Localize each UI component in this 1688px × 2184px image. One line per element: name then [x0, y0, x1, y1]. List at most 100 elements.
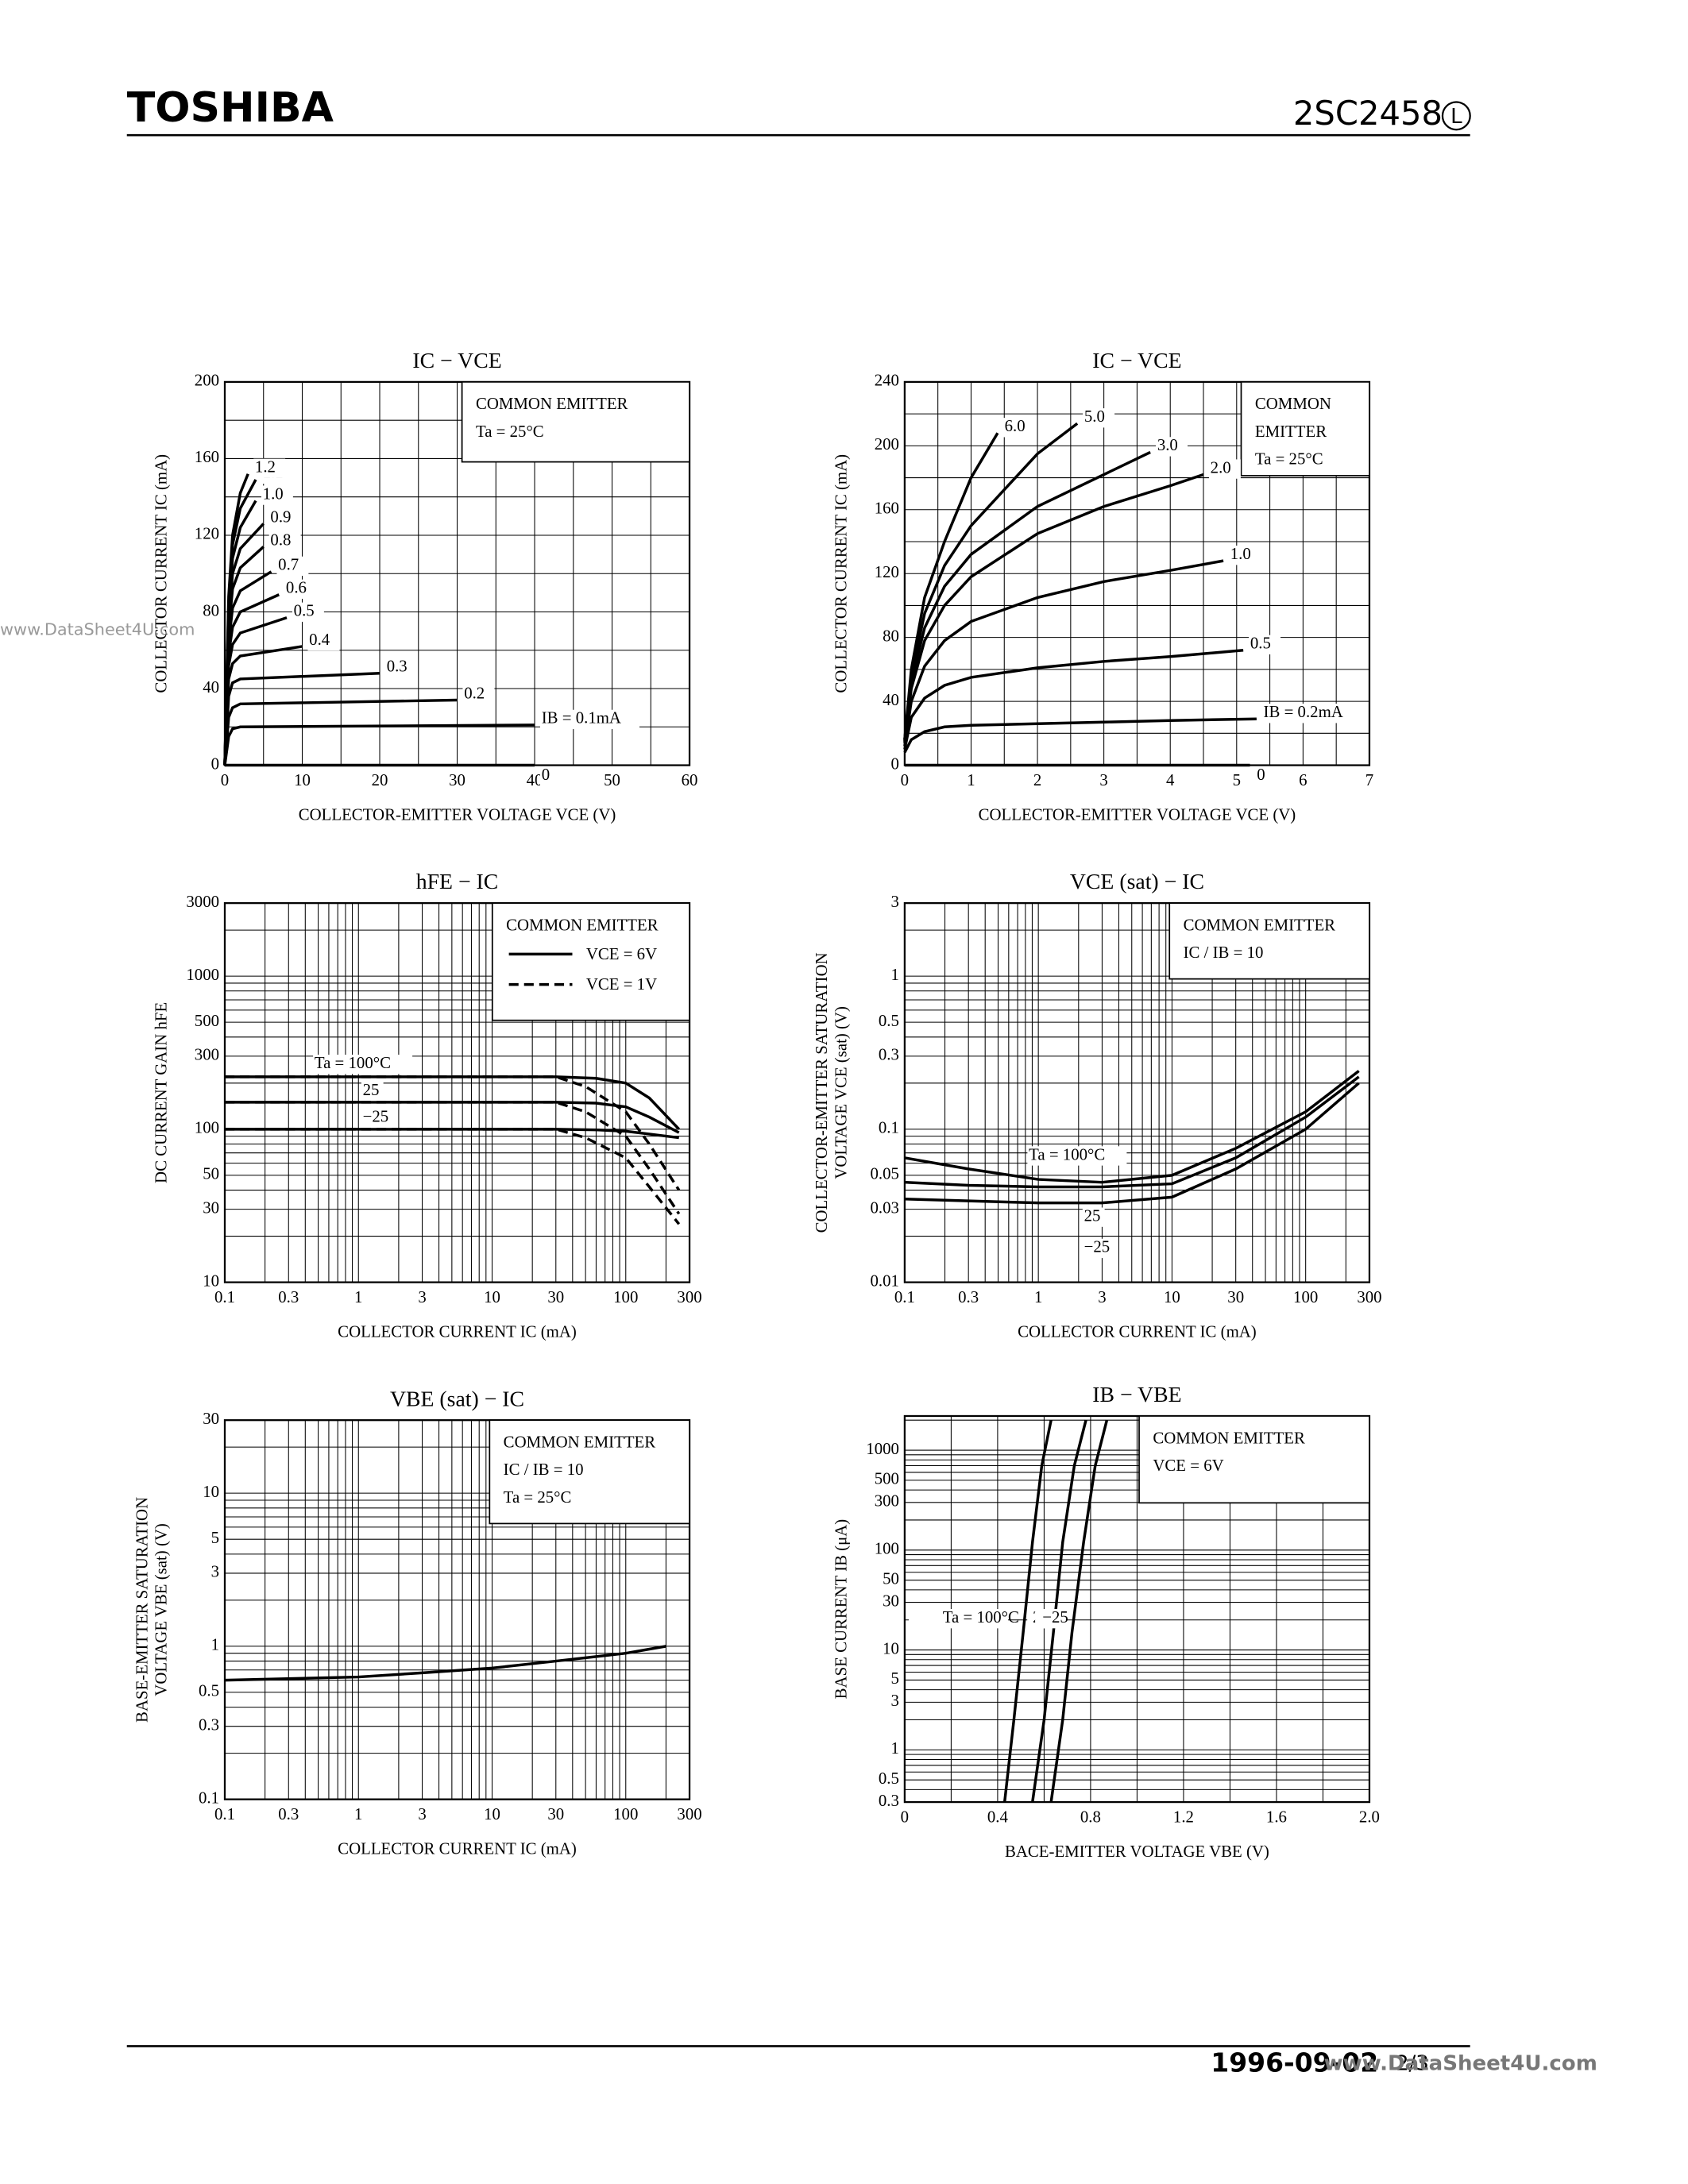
x-tick-label: 30	[1227, 1287, 1244, 1306]
y-axis-label: VOLTAGE VBE (sat) (V)	[152, 1523, 171, 1696]
curve-label: 1.0	[263, 484, 284, 503]
x-tick-label: 0.4	[987, 1808, 1009, 1827]
legend-box	[491, 902, 690, 1021]
part-number: 2SC2458	[1293, 94, 1443, 133]
y-tick-label: 10	[203, 1271, 219, 1290]
y-tick-label: 30	[203, 1198, 219, 1217]
curve-label: 0	[1257, 765, 1265, 784]
x-tick-label: 0	[901, 1808, 909, 1827]
x-tick-label: 1	[354, 1804, 362, 1823]
curve	[223, 593, 280, 766]
chart-title: IC − VCE	[1092, 349, 1181, 373]
y-tick-label: 500	[195, 1011, 219, 1030]
legend-text: VCE = 6V	[1153, 1456, 1223, 1475]
curve	[903, 559, 1224, 747]
y-tick-label: 1	[891, 965, 899, 984]
legend-text: IC / IB = 10	[1184, 943, 1264, 962]
curve-label: 0.5	[294, 601, 315, 620]
curve-label: 6.0	[1005, 416, 1026, 435]
legend-label: VCE = 6V	[586, 944, 657, 963]
x-axis-label: COLLECTOR CURRENT IC (mA)	[1018, 1322, 1257, 1341]
x-tick-label: 0.1	[214, 1287, 235, 1306]
x-tick-label: 2	[1033, 770, 1041, 789]
legend-text: Ta = 25°C	[1255, 450, 1323, 469]
y-tick-label: 0.5	[199, 1681, 219, 1700]
y-tick-label: 500	[875, 1469, 899, 1488]
label-backdrop	[1083, 408, 1115, 428]
curve-label: Ta = 100°C	[315, 1053, 391, 1072]
x-tick-label: 0.8	[1080, 1808, 1101, 1827]
curve	[904, 1082, 1360, 1205]
plot-frame	[223, 1419, 691, 1800]
curve	[223, 616, 288, 766]
y-tick-label: 1	[211, 1635, 219, 1654]
curve	[224, 1645, 666, 1682]
curve-label: 3.0	[1157, 435, 1178, 454]
plot-frame	[223, 902, 691, 1283]
curve-label: 1.0	[1230, 544, 1251, 563]
y-tick-label: 3	[891, 1691, 899, 1710]
x-tick-label: 0.1	[214, 1804, 235, 1823]
label-backdrop	[1255, 766, 1269, 786]
label-backdrop	[261, 485, 293, 505]
label-backdrop	[268, 531, 301, 551]
y-tick-label: 0.5	[879, 1769, 899, 1788]
curve-label: 0.2	[464, 683, 485, 702]
plot-frame	[903, 1414, 1371, 1804]
y-tick-label: 50	[883, 1569, 899, 1588]
curve-label: Ta = 100°C	[1029, 1144, 1105, 1163]
legend-text: Ta = 25°C	[476, 422, 544, 441]
curve	[903, 450, 1151, 742]
x-tick-label: 100	[613, 1287, 638, 1306]
y-tick-label: 0	[211, 754, 219, 773]
y-axis-label: BASE-EMITTER SATURATION	[132, 1497, 151, 1723]
curve-label: 0.7	[278, 555, 299, 574]
y-axis-label: COLLECTOR CURRENT IC (mA)	[832, 454, 851, 693]
y-tick-label: 200	[195, 371, 219, 390]
brand: TOSHIBA	[127, 84, 334, 132]
label-backdrop	[1082, 1238, 1114, 1259]
x-tick-label: 3	[418, 1287, 426, 1306]
x-tick-label: 300	[1357, 1287, 1381, 1306]
y-tick-label: 3	[891, 892, 899, 911]
chart-title: IB − VBE	[1092, 1383, 1181, 1407]
legend-box	[1168, 902, 1370, 980]
part-suffix: L	[1450, 105, 1462, 129]
label-backdrop	[268, 508, 301, 528]
x-tick-label: 100	[1293, 1287, 1318, 1306]
x-tick-label: 100	[613, 1804, 638, 1823]
y-tick-label: 3	[211, 1562, 219, 1581]
y-tick-label: 0.3	[879, 1791, 899, 1810]
legend-box	[461, 381, 690, 463]
curve	[903, 432, 999, 740]
x-axis-label: COLLECTOR CURRENT IC (mA)	[338, 1322, 577, 1341]
label-backdrop	[539, 766, 553, 786]
legend-box	[1138, 1415, 1370, 1504]
label-backdrop	[1027, 1146, 1127, 1166]
x-tick-label: 2.0	[1359, 1808, 1380, 1827]
legend-text: COMMON EMITTER	[504, 1432, 656, 1451]
legend-text: Ta = 25°C	[504, 1488, 572, 1507]
y-tick-label: 1000	[866, 1439, 899, 1458]
x-tick-label: 3	[418, 1804, 426, 1823]
y-axis-label: VOLTAGE VCE (sat) (V)	[832, 1006, 851, 1179]
chart-title: VCE (sat) − IC	[1070, 870, 1204, 894]
y-tick-label: 0.1	[199, 1788, 219, 1807]
y-tick-label: 5	[211, 1528, 219, 1547]
y-axis-label: DC CURRENT GAIN hFE	[152, 1002, 171, 1183]
legend-box	[489, 1419, 690, 1525]
y-tick-label: 0.1	[879, 1118, 899, 1137]
legend-text: COMMON EMITTER	[1184, 915, 1336, 934]
suffix-circle	[1441, 101, 1471, 131]
label-backdrop	[462, 685, 495, 704]
y-tick-label: 80	[883, 626, 899, 645]
x-tick-label: 0.1	[894, 1287, 915, 1306]
legend-text: IC / IB = 10	[504, 1460, 584, 1479]
legend-label: VCE = 1V	[586, 974, 657, 994]
y-tick-label: 50	[203, 1164, 219, 1183]
curve	[224, 1128, 681, 1225]
y-tick-label: 0.3	[879, 1045, 899, 1064]
curve	[1031, 1419, 1087, 1803]
y-tick-label: 300	[875, 1491, 899, 1511]
curve-label: 25	[1084, 1206, 1101, 1225]
